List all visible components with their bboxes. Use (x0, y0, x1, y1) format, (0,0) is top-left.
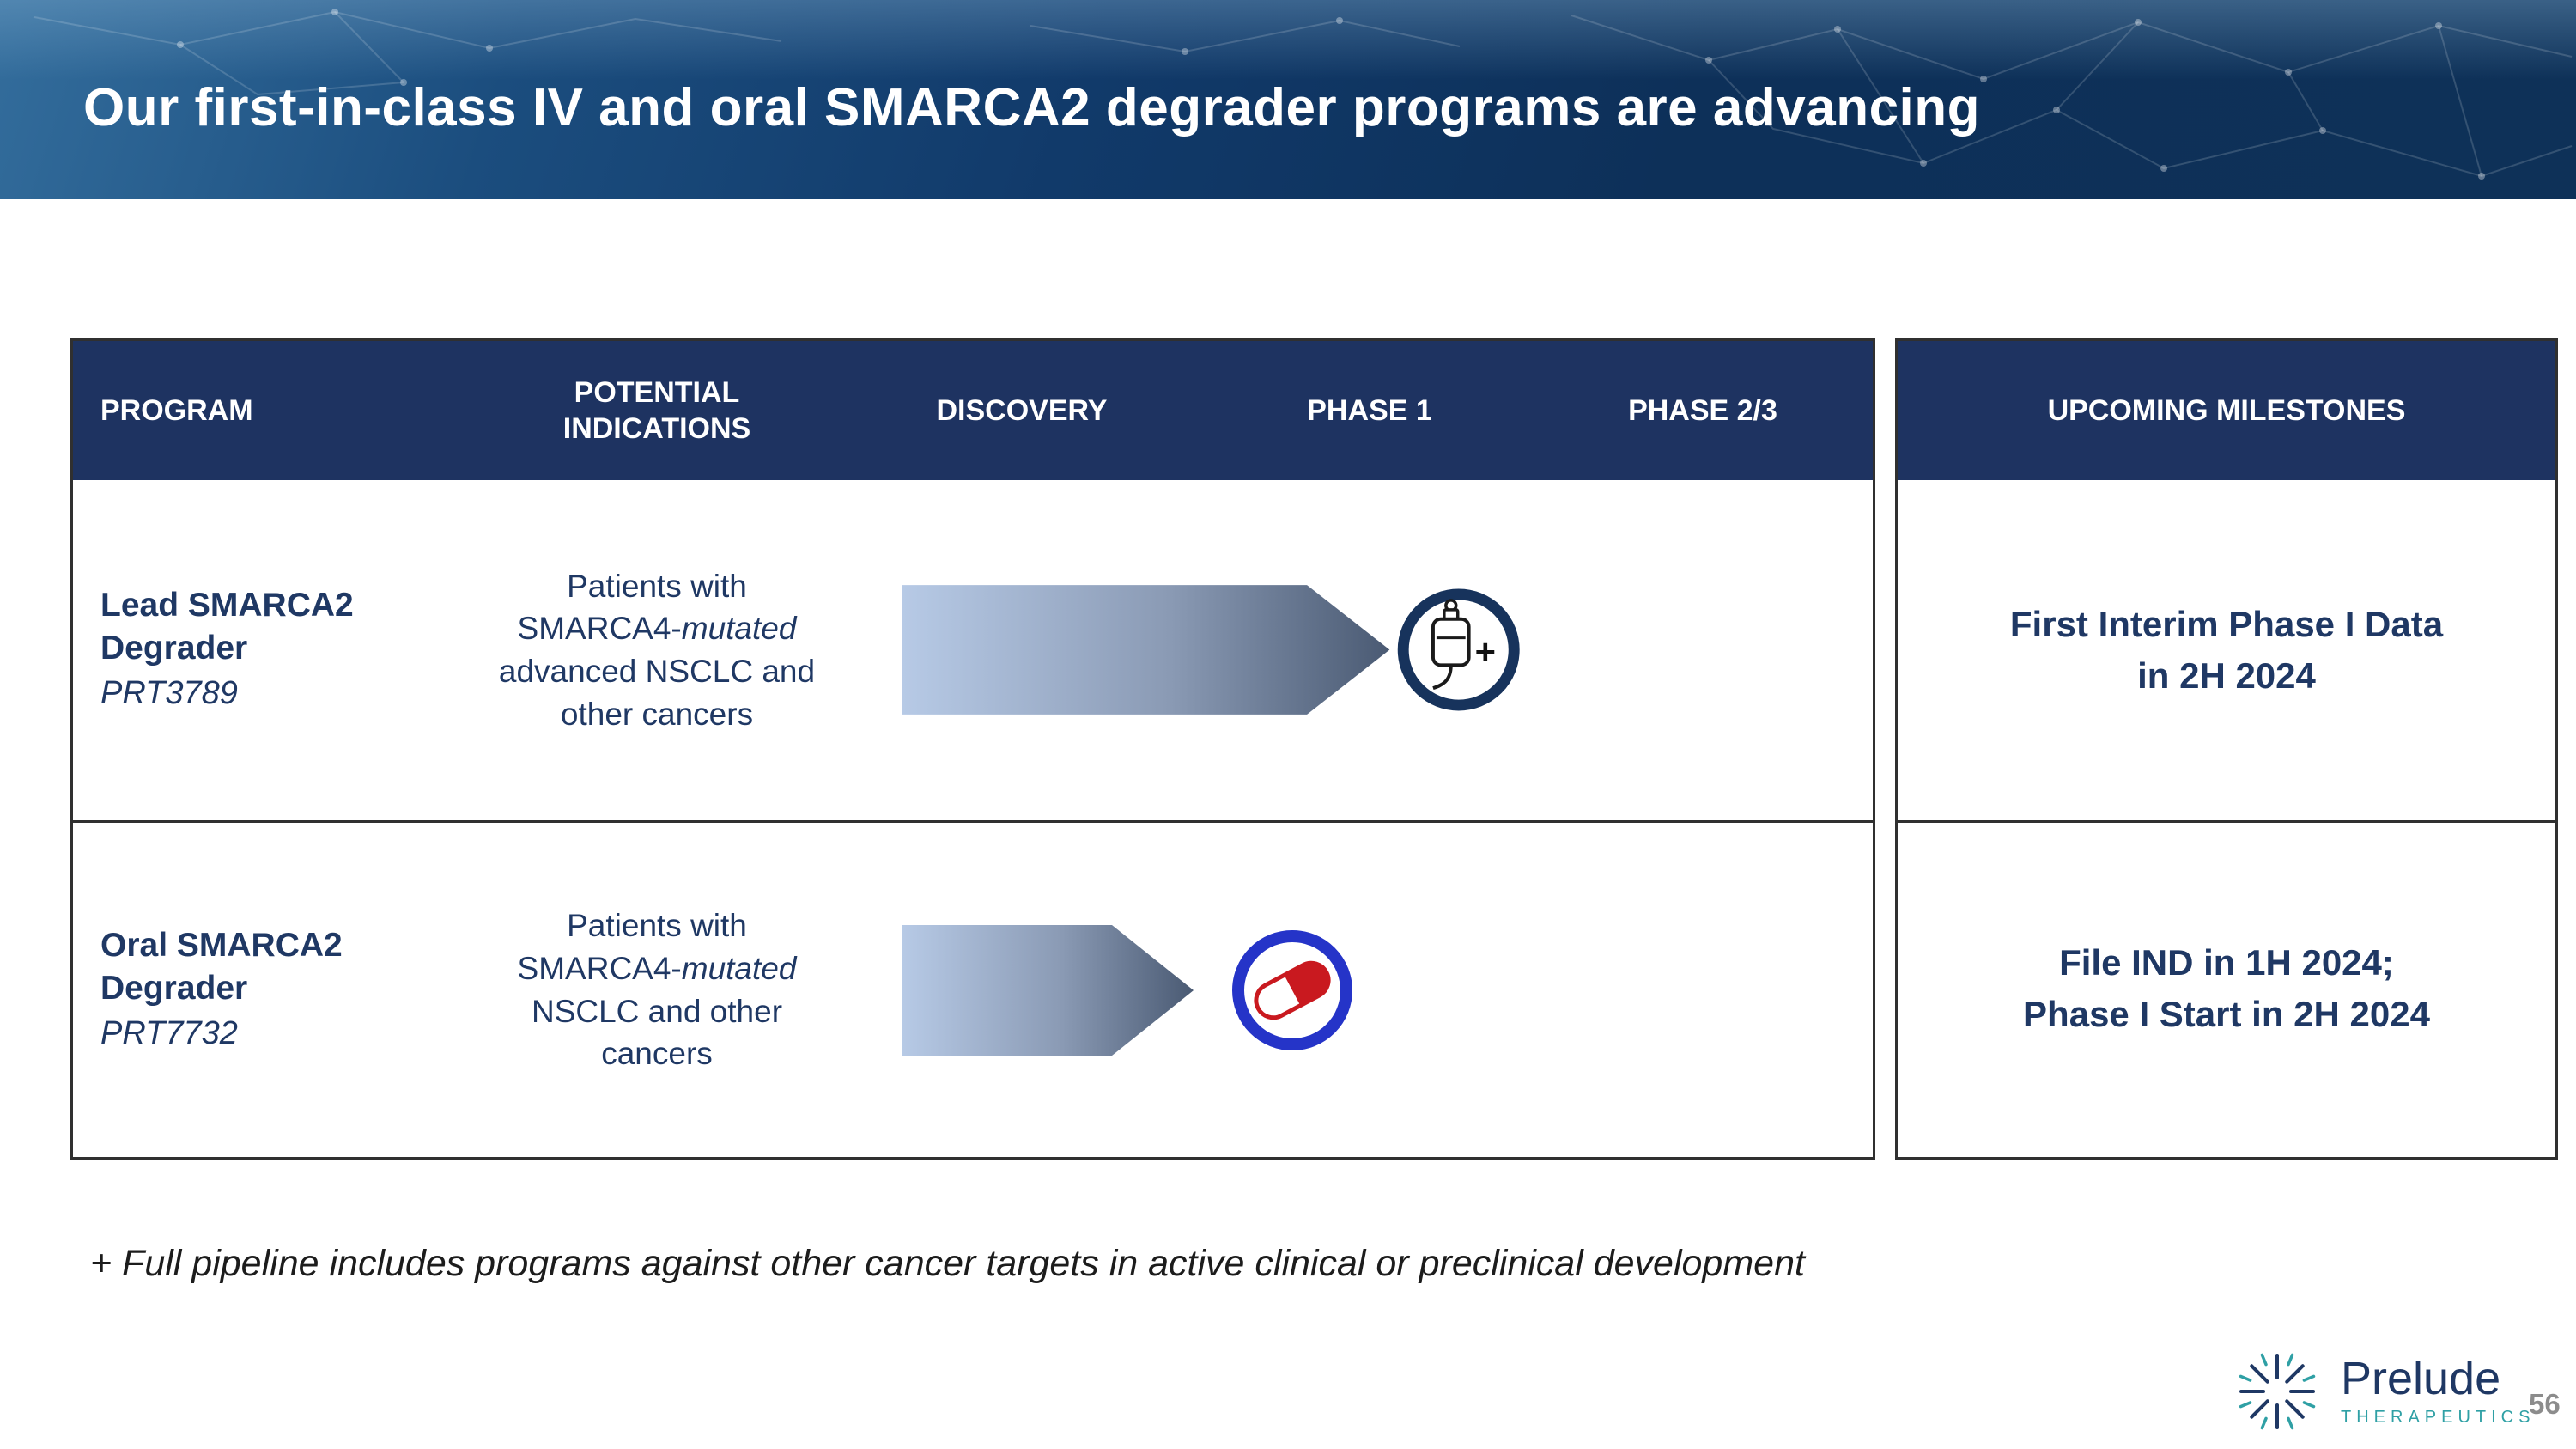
potential-indication-cell: Patients with SMARCA4-mutated advanced N… (477, 480, 837, 820)
milestone-line: File IND in 1H 2024; (2059, 942, 2394, 983)
indication-text-post: advanced NSCLC and other cancers (498, 654, 816, 732)
indication-text-mutated: mutated (681, 950, 797, 986)
column-header-phase-2-3: PHASE 2/3 (1628, 393, 1777, 427)
indication-text-post: NSCLC and other cancers (531, 993, 783, 1072)
milestone-line: First Interim Phase I Data (2009, 604, 2444, 645)
prelude-therapeutics-logo: Prelude THERAPEUTICS (2226, 1340, 2535, 1443)
logo-subtitle: THERAPEUTICS (2341, 1407, 2536, 1427)
program-code: PRT3789 (100, 675, 238, 712)
indication-text-pre: Patients with SMARCA4- (517, 908, 747, 986)
indication-text-mutated: mutated (681, 611, 797, 647)
program-name: Oral SMARCA2 Degrader (100, 926, 343, 1007)
program-code: PRT7732 (100, 1014, 238, 1051)
column-header-phase-1: PHASE 1 (1307, 393, 1432, 427)
pipeline-table: PROGRAM POTENTIAL INDICATIONS DISCOVERY … (70, 338, 1875, 1160)
milestone-line: in 2H 2024 (2137, 655, 2316, 696)
logo-name: Prelude (2341, 1353, 2501, 1405)
plus-sign: + (1475, 631, 1496, 672)
indication-text: Patients with SMARCA4-mutated NSCLC and … (494, 904, 820, 1075)
iv-infusion-bag-plus-icon: + (1397, 588, 1520, 711)
footnote: + Full pipeline includes programs agains… (90, 1243, 1805, 1284)
column-header-program: PROGRAM (100, 393, 253, 427)
pipeline-progress-arrow (902, 585, 1390, 715)
logo-wordmark: Prelude THERAPEUTICS (2341, 1355, 2535, 1427)
potential-indication-cell: Patients with SMARCA4-mutated NSCLC and … (477, 823, 837, 1157)
milestone-line: Phase I Start in 2H 2024 (2023, 994, 2430, 1034)
milestone-cell-prt3789: First Interim Phase I Data in 2H 2024 (1898, 480, 2555, 823)
prelude-spark-icon (2239, 1353, 2316, 1430)
upcoming-milestones-panel: UPCOMING MILESTONES First Interim Phase … (1895, 338, 2558, 1160)
pipeline-progress-arrow (902, 925, 1194, 1056)
program-name: Lead SMARCA2 Degrader (100, 587, 354, 667)
milestones-header: UPCOMING MILESTONES (1898, 341, 2555, 480)
capsule-icon (1232, 930, 1352, 1050)
milestone-cell-prt7732: File IND in 1H 2024; Phase I Start in 2H… (1898, 823, 2555, 1154)
indication-text-pre: Patients with SMARCA4- (517, 568, 747, 647)
table-row-prt7732: Oral SMARCA2 Degrader PRT7732 Patients w… (73, 823, 1873, 1157)
slide-title: Our first-in-class IV and oral SMARCA2 d… (83, 78, 1981, 137)
column-header-discovery: DISCOVERY (936, 393, 1108, 427)
pipeline-table-header-row: PROGRAM POTENTIAL INDICATIONS DISCOVERY … (73, 341, 1873, 480)
column-header-potential-indications: POTENTIAL INDICATIONS (562, 375, 751, 446)
program-cell: Lead SMARCA2 Degrader PRT3789 (73, 480, 477, 820)
program-cell: Oral SMARCA2 Degrader PRT7732 (73, 823, 477, 1157)
slide-header-banner: Our first-in-class IV and oral SMARCA2 d… (0, 0, 2576, 199)
page-number: 56 (2529, 1388, 2561, 1420)
banner-sheen-decoration (0, 0, 2576, 199)
indication-text: Patients with SMARCA4-mutated advanced N… (494, 565, 820, 735)
table-row-prt3789: Lead SMARCA2 Degrader PRT3789 Patients w… (73, 480, 1873, 823)
network-pattern-decoration (33, 9, 2573, 180)
